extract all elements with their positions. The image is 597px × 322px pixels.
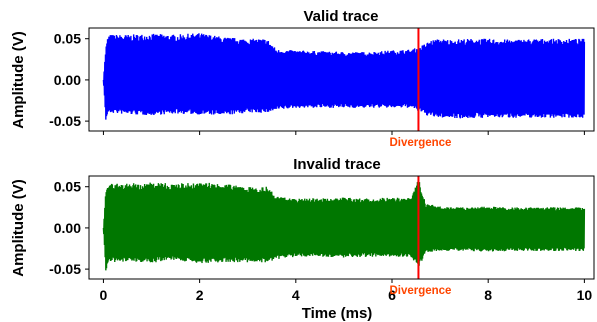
valid-trace-signal	[102, 33, 586, 120]
valid-trace-yticks: 0.05 0.00 -0.05	[49, 31, 585, 135]
signal-waveform	[102, 33, 586, 120]
invalid-trace-panel: Invalid trace Amplitude (V) 0.05 0.00 -0.0…	[10, 156, 595, 322]
ytick-label: -0.05	[49, 113, 81, 129]
valid-trace-divergence: Divergence	[389, 28, 451, 149]
valid-trace-divergence-label: Divergence	[389, 137, 451, 149]
invalid-trace-divergence: Divergence	[389, 176, 451, 297]
valid-trace-panel: Valid trace Amplitude (V) 0.050.00-0.05 …	[10, 8, 595, 149]
invalid-trace-yticks: 0.05 0.00 -0.05	[49, 179, 89, 277]
xtick-label: 2	[196, 287, 204, 303]
ytick-label: 0.00	[54, 220, 81, 236]
time-xlabel: Time (ms)	[302, 305, 373, 322]
signal-waveform	[102, 180, 586, 271]
invalid-trace-xticks: 0 2 4 6 8 10	[100, 279, 593, 303]
invalid-trace-ylabel: Amplitude (V)	[10, 179, 27, 277]
ytick-label: 0.00	[54, 72, 81, 88]
ytick-label: -0.05	[49, 261, 81, 277]
invalid-trace-divergence-label: Divergence	[389, 285, 451, 297]
ytick-label: 0.05	[54, 179, 81, 195]
valid-trace-ylabel: Amplitude (V)	[10, 31, 27, 129]
xtick-label: 10	[577, 287, 593, 303]
valid-trace-title: Valid trace	[303, 8, 378, 25]
ytick-label: 0.05	[54, 31, 81, 47]
xtick-label: 8	[484, 287, 492, 303]
valid-trace-axes-frame	[88, 27, 595, 132]
invalid-trace-title: Invalid trace	[293, 156, 381, 173]
invalid-trace-axes-frame	[88, 175, 595, 280]
invalid-trace-signal	[102, 180, 586, 271]
xtick-label: 0	[100, 287, 108, 303]
xtick-label: 6	[388, 287, 396, 303]
xtick-label: 4	[292, 287, 300, 303]
